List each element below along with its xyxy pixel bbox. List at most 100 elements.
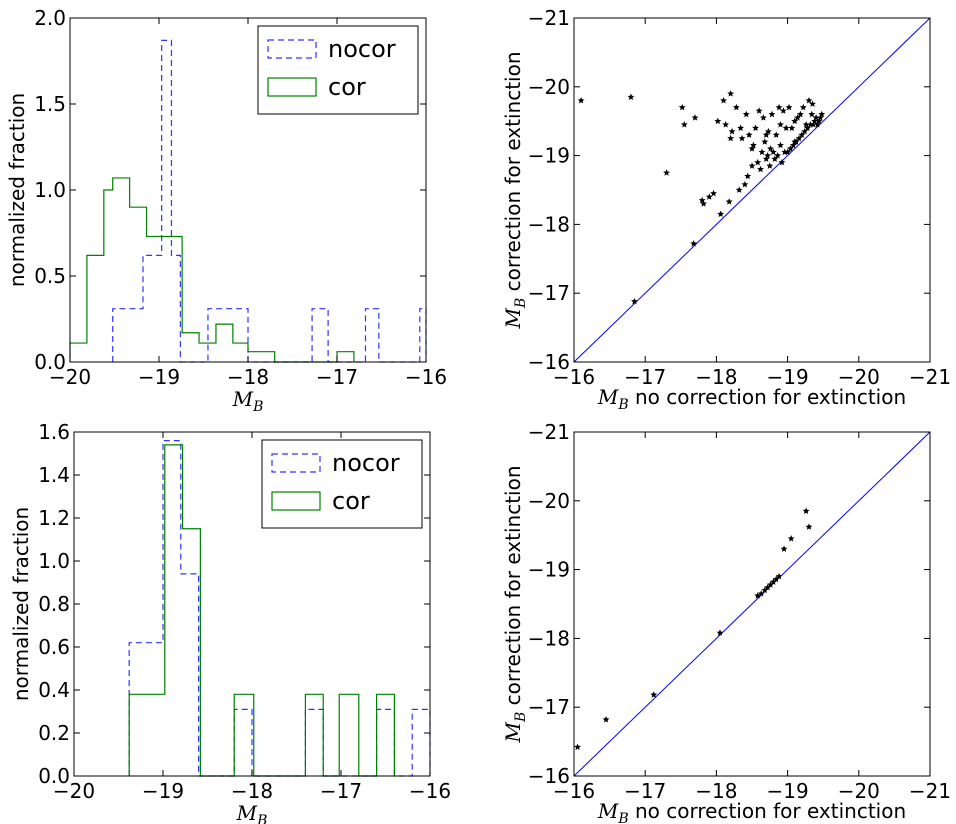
axis-label-text: no correction for extinction <box>629 385 907 409</box>
data-point <box>742 110 750 118</box>
data-point <box>577 96 585 104</box>
data-point <box>631 297 638 305</box>
histogram-series-cor <box>69 177 355 363</box>
data-point <box>779 107 787 114</box>
data-point <box>744 172 752 180</box>
data-point <box>725 198 733 205</box>
axis-label-symbol: M <box>597 385 619 409</box>
histogram-panel-bottom-left: −20 −19 −18 −17 −16 0.0 0.2 0.4 0.6 0.8 1.0 1.2 1.4 1… <box>9 420 451 824</box>
data-point <box>714 117 722 125</box>
y-axis-label: MB correction for extinction <box>501 51 529 329</box>
data-point <box>818 110 826 118</box>
data-point <box>787 535 795 542</box>
data-point <box>748 145 756 152</box>
y-tick-label: 0.8 <box>38 592 70 616</box>
data-point <box>784 148 792 156</box>
data-point <box>789 141 797 149</box>
data-point <box>732 103 740 111</box>
y-tick-label: −19 <box>528 144 570 168</box>
data-point <box>787 145 794 152</box>
data-point <box>750 141 757 149</box>
data-point <box>735 186 743 193</box>
data-point <box>780 545 788 552</box>
y-tick-label: 2.0 <box>34 6 66 30</box>
y-axis-label: MB correction for extinction <box>501 465 529 743</box>
data-point <box>815 117 823 125</box>
axis-label-subscript: B <box>256 813 267 824</box>
data-point <box>720 96 727 104</box>
y-tick-label: −17 <box>528 695 570 719</box>
data-point <box>710 189 717 197</box>
data-point <box>798 131 806 138</box>
legend-frame <box>257 25 419 115</box>
data-point <box>777 121 784 128</box>
legend-label-cor: cor <box>332 487 370 515</box>
axis-label-subscript: B <box>617 811 628 824</box>
axis-label-text: correction for extinction <box>501 465 525 711</box>
data-point <box>691 114 699 121</box>
y-axis-label: normalized fraction <box>5 93 29 287</box>
data-point <box>757 590 765 597</box>
data-point <box>737 124 745 131</box>
data-point <box>808 110 816 118</box>
plot-frame <box>573 17 931 363</box>
x-axis-label: MB <box>232 387 264 415</box>
x-tick-label: −18 <box>695 779 737 803</box>
identity-line <box>573 17 931 363</box>
x-tick-label: −18 <box>695 365 737 389</box>
data-point <box>761 138 769 145</box>
data-point <box>802 507 810 515</box>
x-tick-label: −21 <box>909 365 951 389</box>
axis-label-subscript: B <box>617 397 628 413</box>
y-tick-label: −20 <box>528 75 570 99</box>
data-point <box>741 180 749 188</box>
data-point <box>690 240 698 247</box>
data-point <box>775 103 783 111</box>
data-point <box>678 103 686 111</box>
data-point <box>752 124 759 131</box>
x-tick-label: −17 <box>624 365 666 389</box>
legend-swatch-nocor <box>267 39 317 59</box>
y-tick-label: −16 <box>528 764 570 788</box>
data-point <box>758 148 766 156</box>
legend-frame <box>261 439 423 529</box>
data-point <box>680 121 688 128</box>
axis-label-subscript: B <box>513 712 529 723</box>
plot-frame <box>573 431 931 777</box>
legend-swatch-cor <box>271 491 321 511</box>
identity-line <box>573 431 931 777</box>
y-tick-label: 0.5 <box>34 264 66 288</box>
data-point <box>767 581 774 588</box>
legend-label-nocor: nocor <box>328 35 396 63</box>
y-tick-label: 1.5 <box>34 92 66 116</box>
x-tick-label: −18 <box>231 779 273 803</box>
axis-label-symbol: M <box>501 308 525 330</box>
x-tick-label: −16 <box>553 779 595 803</box>
data-point <box>745 131 753 138</box>
y-tick-label: −21 <box>528 6 570 30</box>
y-tick-label: 0.6 <box>38 635 70 659</box>
data-point <box>778 158 786 166</box>
y-tick-label: −18 <box>528 212 570 236</box>
data-point <box>663 169 670 176</box>
x-tick-label: −20 <box>838 779 880 803</box>
data-point <box>805 96 813 104</box>
x-tick-label: −16 <box>553 365 595 389</box>
x-axis-label: MB no correction for extinction <box>597 385 906 413</box>
data-point <box>785 103 793 111</box>
data-point <box>791 138 799 145</box>
x-tick-label: −17 <box>316 365 358 389</box>
x-tick-label: −19 <box>138 365 180 389</box>
data-point <box>804 124 811 131</box>
data-point <box>799 103 807 111</box>
axis-label-symbol: M <box>232 387 254 411</box>
data-point <box>755 107 763 114</box>
data-point <box>814 121 821 128</box>
data-point <box>791 117 799 125</box>
data-point <box>727 90 735 97</box>
x-tick-label: −17 <box>624 779 666 803</box>
axis-label-symbol: M <box>597 799 619 823</box>
data-point <box>716 629 724 636</box>
